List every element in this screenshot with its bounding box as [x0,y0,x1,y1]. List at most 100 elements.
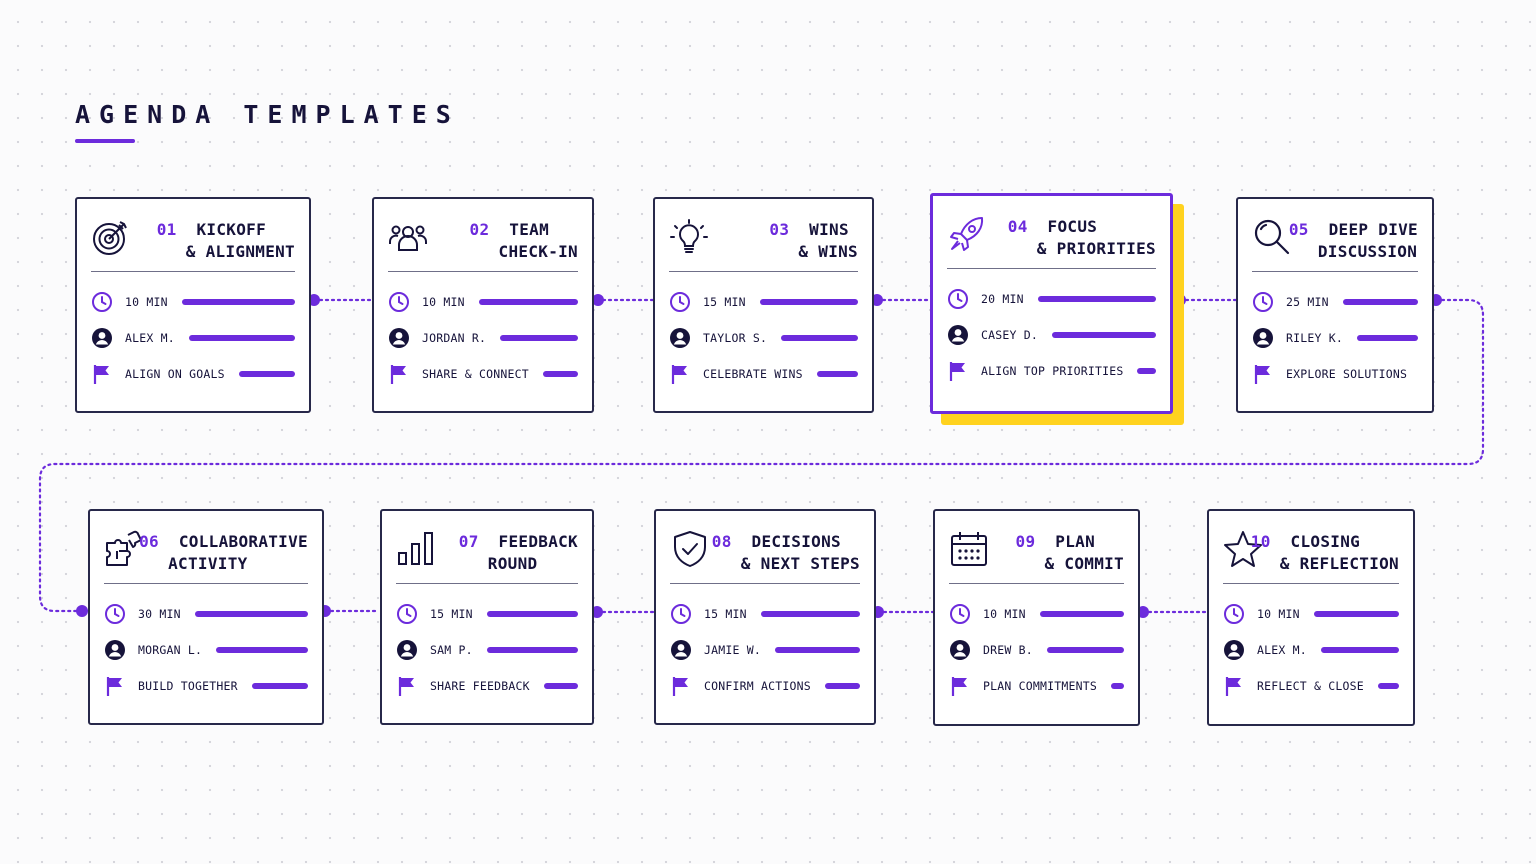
card-title-line-2: & REFLECTION [1279,554,1399,573]
agenda-card-07[interactable]: 07 FEEDBACK ROUND 15 MIN SAM P. SHARE FE… [380,509,594,725]
card-title: 08 DECISIONS & NEXT STEPS [712,531,860,575]
goal-bar [543,683,578,689]
owner-bar [486,647,578,653]
card-title-line-2: & NEXT STEPS [740,554,860,573]
duration-text: 15 MIN [703,295,746,309]
card-title-line-2: ACTIVITY [168,554,248,573]
owner-row: JAMIE W. [670,639,860,661]
goal-row: REFLECT & CLOSE [1223,675,1399,697]
clock-icon [670,603,692,625]
page-title: AGENDA TEMPLATES [75,100,460,129]
agenda-card-04[interactable]: 04 FOCUS & PRIORITIES 20 MIN CASEY D. AL… [930,193,1173,414]
agenda-card-03[interactable]: 03 WINS & WINS 15 MIN TAYLOR S. CELEBRAT… [653,197,874,413]
duration-text: 15 MIN [704,607,747,621]
card-title-line-1: KICKOFF [196,220,267,239]
card-title: 07 FEEDBACK ROUND [459,531,578,575]
agenda-card-06[interactable]: 06 COLLABORATIVE ACTIVITY 30 MIN MORGAN … [88,509,324,725]
person-icon [91,327,113,349]
goal-row: SHARE & CONNECT [388,363,578,385]
duration-text: 15 MIN [430,607,473,621]
goal-text: ALIGN TOP PRIORITIES [981,364,1124,378]
card-title-line-1: COLLABORATIVE [178,532,308,551]
card-title: 04 FOCUS & PRIORITIES [1008,216,1156,260]
duration-text: 20 MIN [981,292,1024,306]
owner-row: TAYLOR S. [669,327,858,349]
duration-row: 10 MIN [388,291,578,313]
owner-text: MORGAN L. [138,643,203,657]
duration-bar [181,299,295,305]
goal-row: CELEBRATE WINS [669,363,858,385]
magnifier-icon [1252,217,1292,257]
duration-text: 30 MIN [138,607,181,621]
duration-text: 10 MIN [983,607,1026,621]
person-icon [949,639,971,661]
duration-row: 25 MIN [1252,291,1418,313]
flag-icon [670,675,692,697]
owner-bar [188,335,295,341]
agenda-card-02[interactable]: 02 TEAM CHECK-IN 10 MIN JORDAN R. SHARE … [372,197,594,413]
owner-row: MORGAN L. [104,639,308,661]
goal-bar [1377,683,1399,689]
bar-chart-icon [396,529,436,569]
card-header: 05 DEEP DIVE DISCUSSION [1252,213,1418,272]
goal-row: SHARE FEEDBACK [396,675,578,697]
card-title: 09 PLAN & COMMIT [1016,531,1124,575]
person-icon [1252,327,1274,349]
card-title: 03 WINS & WINS [769,219,858,263]
goal-text: CONFIRM ACTIONS [704,679,811,693]
card-number: 08 [711,532,732,551]
card-title: 02 TEAM CHECK-IN [470,219,578,263]
card-header: 01 KICKOFF & ALIGNMENT [91,213,295,272]
owner-row: ALEX M. [91,327,295,349]
person-icon [1223,639,1245,661]
duration-row: 10 MIN [1223,603,1399,625]
duration-text: 10 MIN [125,295,168,309]
flag-icon [949,675,971,697]
agenda-card-08[interactable]: 08 DECISIONS & NEXT STEPS 15 MIN JAMIE W… [654,509,876,725]
card-number: 04 [1007,217,1028,236]
clock-icon [91,291,113,313]
goal-row: CONFIRM ACTIONS [670,675,860,697]
duration-bar [478,299,578,305]
flag-icon [396,675,418,697]
owner-row: RILEY K. [1252,327,1418,349]
clock-icon [104,603,126,625]
agenda-card-10[interactable]: 10 CLOSING & REFLECTION 10 MIN ALEX M. R… [1207,509,1415,726]
person-icon [104,639,126,661]
card-title-line-1: WINS [809,220,849,239]
goal-row: BUILD TOGETHER [104,675,308,697]
owner-bar [781,335,858,341]
owner-text: DREW B. [983,643,1033,657]
card-header: 06 COLLABORATIVE ACTIVITY [104,525,308,584]
star-icon [1223,529,1263,569]
flag-icon [104,675,126,697]
owner-row: DREW B. [949,639,1124,661]
card-title-line-1: FEEDBACK [498,532,578,551]
card-title-line-2: & COMMIT [1044,554,1124,573]
goal-row: EXPLORE SOLUTIONS [1252,363,1418,385]
card-header: 04 FOCUS & PRIORITIES [947,210,1156,269]
duration-text: 10 MIN [422,295,465,309]
duration-bar [1039,611,1124,617]
agenda-card-01[interactable]: 01 KICKOFF & ALIGNMENT 10 MIN ALEX M. AL… [75,197,311,413]
puzzle-icon [104,529,144,569]
card-title: 01 KICKOFF & ALIGNMENT [157,219,295,263]
goal-bar [238,371,295,377]
card-title-line-1: DEEP DIVE [1328,220,1418,239]
shield-check-icon [670,529,710,569]
owner-bar [1046,647,1124,653]
card-title-line-2: DISCUSSION [1317,242,1418,261]
clock-icon [396,603,418,625]
agenda-card-09[interactable]: 09 PLAN & COMMIT 10 MIN DREW B. PLAN COM… [933,509,1140,726]
card-number: 01 [156,220,177,239]
goal-bar [824,683,860,689]
card-number: 06 [139,532,159,551]
owner-row: JORDAN R. [388,327,578,349]
goal-text: PLAN COMMITMENTS [983,679,1097,693]
card-title: 05 DEEP DIVE DISCUSSION [1289,219,1418,263]
owner-bar [1052,332,1156,338]
agenda-card-05[interactable]: 05 DEEP DIVE DISCUSSION 25 MIN RILEY K. … [1236,197,1434,413]
duration-text: 10 MIN [1257,607,1300,621]
goal-bar [1137,368,1156,374]
